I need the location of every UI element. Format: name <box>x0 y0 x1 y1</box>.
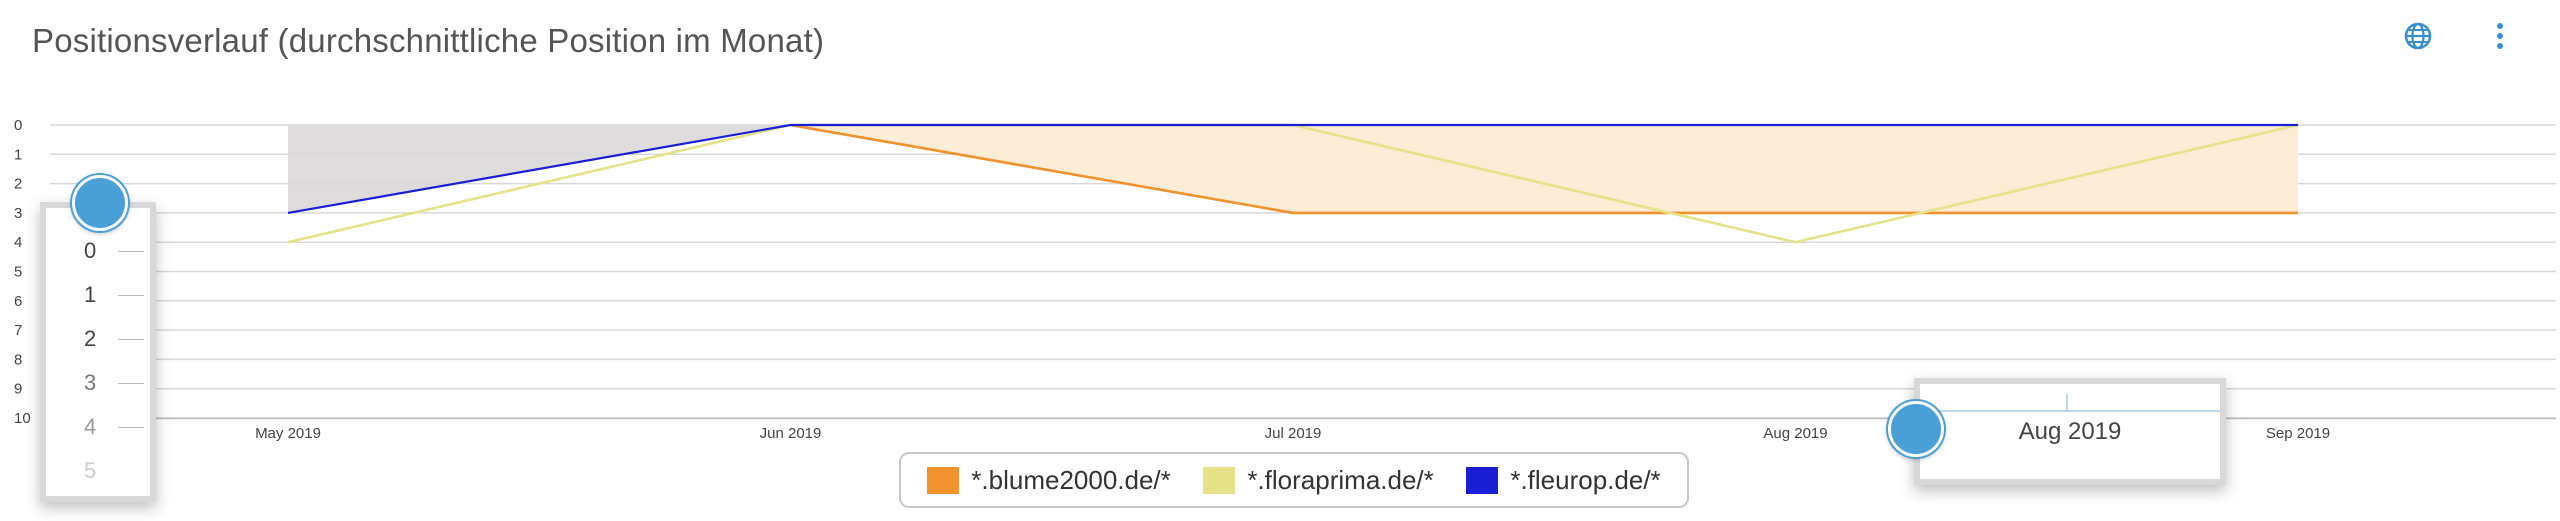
legend-label: *.fleurop.de/* <box>1510 464 1661 495</box>
series-line-fleuropde <box>287 123 2298 214</box>
zoom-tick <box>118 295 144 296</box>
legend-item-floraprima[interactable]: *.floraprima.de/* <box>1203 464 1434 496</box>
zoom-tick-label: 3 <box>84 370 97 395</box>
more-vertical-icon[interactable] <box>2480 16 2520 56</box>
x-tick-label: Aug 2019 <box>1763 425 1827 442</box>
zoom-callout-x-axis: Aug 2019 <box>1914 378 2226 485</box>
legend-swatch-fleurop <box>1466 466 1499 494</box>
x-tick-label: May 2019 <box>255 425 321 442</box>
y-tick-label: 1 <box>14 146 22 163</box>
area-blume2000 <box>790 125 2298 213</box>
callout-marker-dot <box>72 175 128 231</box>
zoom-tick <box>118 427 144 428</box>
chart-legend: *.blume2000.de/* *.floraprima.de/* *.fle… <box>899 452 1689 508</box>
legend-item-blume2000[interactable]: *.blume2000.de/* <box>927 464 1171 496</box>
x-tick-label: Jul 2019 <box>1265 425 1322 442</box>
zoom-callout-y-axis: 0 1 2 3 4 5 <box>40 202 156 502</box>
zoom-tick-label: 1 <box>84 282 97 307</box>
globe-icon[interactable] <box>2398 16 2438 56</box>
zoom-tick-label: 0 <box>84 238 97 263</box>
y-tick-label: 0 <box>14 117 22 134</box>
zoom-tick-label: 5 <box>84 458 97 483</box>
legend-label: *.blume2000.de/* <box>971 464 1171 495</box>
zoom-x-label: Aug 2019 <box>2018 418 2122 445</box>
y-tick-label: 4 <box>14 234 22 251</box>
legend-label: *.floraprima.de/* <box>1247 464 1434 495</box>
y-tick-label: 6 <box>14 293 22 310</box>
y-tick-label: 10 <box>14 410 31 427</box>
zoom-tick <box>118 383 144 384</box>
area-fleurop <box>288 125 2298 213</box>
x-tick-label: Jun 2019 <box>760 425 822 442</box>
zoom-tick <box>118 251 144 252</box>
legend-swatch-floraprima <box>1203 466 1236 494</box>
legend-swatch-blume2000 <box>927 466 960 494</box>
zoom-axis-line <box>1920 410 2220 412</box>
legend-item-fleurop[interactable]: *.fleurop.de/* <box>1466 464 1661 496</box>
y-tick-label: 3 <box>14 205 22 222</box>
y-tick-label: 9 <box>14 381 22 398</box>
x-tick-label: Sep 2019 <box>2266 425 2330 442</box>
zoom-tick-label: 2 <box>84 326 97 351</box>
series-line-blume2000de <box>790 123 2298 215</box>
chart-toolbar <box>2398 16 2520 56</box>
y-tick-label: 7 <box>14 322 22 339</box>
zoom-axis-tick <box>2066 394 2068 410</box>
zoom-tick <box>118 339 144 340</box>
chart-title: Positionsverlauf (durchschnittliche Posi… <box>32 22 825 59</box>
y-tick-label: 5 <box>14 264 22 281</box>
zoom-tick-label: 4 <box>84 414 97 439</box>
callout-marker-dot <box>1888 401 1944 457</box>
y-tick-label: 2 <box>14 176 22 193</box>
y-tick-label: 8 <box>14 351 22 368</box>
